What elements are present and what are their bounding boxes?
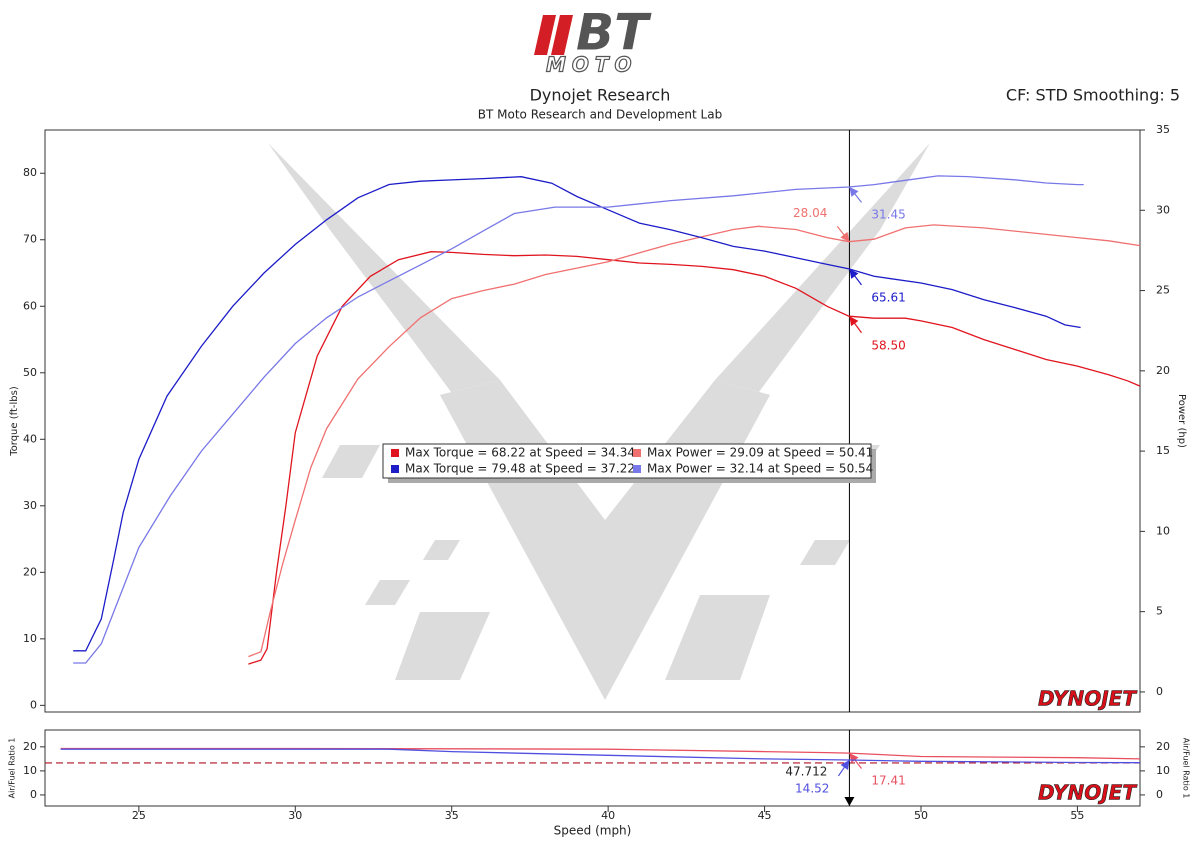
x-tick-label: 30 [288, 809, 302, 822]
y2-tick-label: 10 [1156, 524, 1170, 537]
x-tick-label: 55 [1070, 809, 1084, 822]
watermark-shape [665, 595, 770, 680]
y-tick-label: 80 [23, 166, 37, 179]
y2-axis-label: Air/Fuel Ratio 1 [1182, 738, 1191, 799]
legend-text: Max Torque = 79.48 at Speed = 37.22 [405, 462, 635, 476]
cursor-marker [849, 316, 859, 327]
x-axis-label: Speed (mph) [554, 824, 632, 838]
cursor-value-label: 17.41 [871, 774, 905, 788]
y-tick-label: 20 [23, 565, 37, 578]
watermark-text: DYNOJET [1038, 687, 1137, 711]
data-line [73, 175, 1084, 664]
plot-frame [44, 729, 1141, 807]
logo-stripe [551, 15, 573, 55]
y-tick-label: 0 [30, 698, 37, 711]
data-line [60, 748, 1141, 764]
legend-box [382, 443, 872, 479]
y-tick-label: 10 [23, 632, 37, 645]
y2-tick-label: 25 [1156, 284, 1170, 297]
legend-swatch [391, 465, 399, 473]
y2-tick-label: 35 [1156, 123, 1170, 136]
y-axis-label: Torque (ft-lbs) [9, 386, 20, 457]
legend-text: Max Power = 32.14 at Speed = 50.54 [647, 462, 873, 476]
cursor-marker [849, 186, 859, 197]
cursor-x-label: 47.712 [785, 765, 827, 779]
y-tick-label: 50 [23, 366, 37, 379]
logo-sub: MOTO [546, 53, 638, 77]
y2-tick-label: 30 [1156, 203, 1170, 216]
x-tick-label: 35 [445, 809, 459, 822]
y2-tick-label: 20 [1156, 364, 1170, 377]
y2-tick-label: 0 [1156, 685, 1163, 698]
watermark-shape [365, 580, 410, 605]
title: Dynojet Research [530, 86, 671, 105]
legend-swatch [633, 465, 641, 473]
cursor-value-label: 58.50 [871, 339, 905, 353]
logo: BT MOTO [534, 4, 652, 77]
plot-frame [44, 129, 1141, 713]
watermark-shape [800, 540, 850, 565]
y-tick-label: 0 [30, 788, 37, 801]
data-line [248, 224, 1141, 658]
subtitle: BT Moto Research and Development Lab [478, 108, 722, 122]
y2-tick-label: 20 [1156, 740, 1170, 753]
watermark-shape [423, 540, 460, 560]
logo-brand: BT [576, 4, 652, 62]
y2-tick-label: 0 [1156, 788, 1163, 801]
watermark-shape [322, 445, 380, 478]
y-tick-label: 60 [23, 299, 37, 312]
y-tick-label: 40 [23, 432, 37, 445]
cursor-x-arrow [844, 797, 855, 806]
x-tick-label: 50 [914, 809, 928, 822]
y-tick-label: 10 [23, 764, 37, 777]
x-tick-label: 45 [758, 809, 772, 822]
cursor-marker [849, 268, 859, 279]
y-tick-label: 30 [23, 499, 37, 512]
y-tick-label: 20 [23, 740, 37, 753]
legend-text: Max Torque = 68.22 at Speed = 34.34 [405, 446, 635, 460]
cursor-marker [840, 760, 850, 770]
legend-swatch [633, 449, 641, 457]
cursor-value-label: 28.04 [793, 206, 827, 220]
y2-tick-label: 15 [1156, 444, 1170, 457]
settings: CF: STD Smoothing: 5 [1006, 86, 1180, 105]
y2-tick-label: 5 [1156, 605, 1163, 618]
watermark-text: DYNOJET [1038, 781, 1137, 805]
y2-axis-label: Power (hp) [1176, 394, 1187, 448]
cursor-value-label: 65.61 [871, 290, 905, 304]
data-line [248, 251, 1141, 665]
y-axis-label: Air/Fuel Ratio 1 [8, 738, 17, 799]
cursor-value-label: 14.52 [795, 782, 829, 796]
x-tick-label: 40 [601, 809, 615, 822]
cursor-marker [840, 231, 850, 242]
logo-stripe [534, 15, 556, 55]
y2-tick-label: 10 [1156, 764, 1170, 777]
legend-text: Max Power = 29.09 at Speed = 50.41 [647, 446, 873, 460]
watermark-shape [395, 612, 490, 680]
x-tick-label: 25 [132, 809, 146, 822]
cursor-value-label: 31.45 [871, 207, 905, 221]
legend-swatch [391, 449, 399, 457]
data-line [73, 176, 1081, 652]
y-tick-label: 70 [23, 233, 37, 246]
